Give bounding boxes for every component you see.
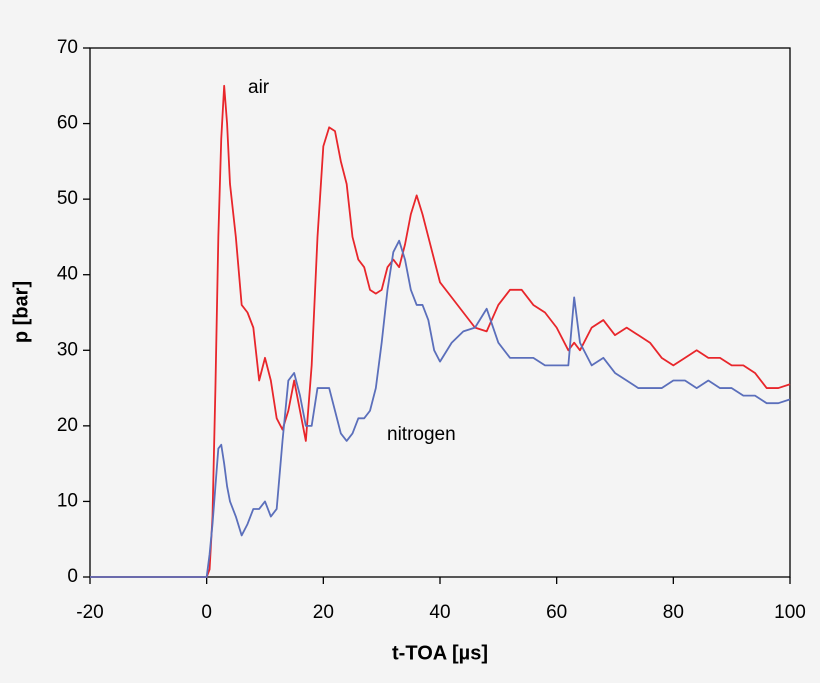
x-tick-label: -20 <box>76 602 103 623</box>
x-axis-label: t-TOA [µs] <box>392 642 488 664</box>
y-tick-label: 60 <box>57 113 78 134</box>
line-series <box>90 84 791 578</box>
x-tick-label: 20 <box>313 602 334 623</box>
x-tick-label: 100 <box>774 602 806 623</box>
y-tick-label: 50 <box>57 188 78 209</box>
line-series <box>90 239 791 578</box>
y-tick-label: 0 <box>67 566 78 587</box>
y-tick-label: 70 <box>57 37 78 58</box>
x-tick-label: 40 <box>429 602 450 623</box>
x-tick-label: 80 <box>663 602 684 623</box>
x-tick-label: 0 <box>201 602 212 623</box>
y-axis-label: p [bar] <box>10 281 32 343</box>
y-tick-label: 10 <box>57 490 78 511</box>
y-tick-label: 30 <box>57 339 78 360</box>
x-tick-label: 60 <box>546 602 567 623</box>
annotation: air <box>248 77 270 98</box>
annotation: nitrogen <box>387 424 456 445</box>
plot-frame <box>89 47 791 578</box>
y-tick-label: 40 <box>57 264 78 285</box>
y-tick-label: 20 <box>57 415 78 436</box>
